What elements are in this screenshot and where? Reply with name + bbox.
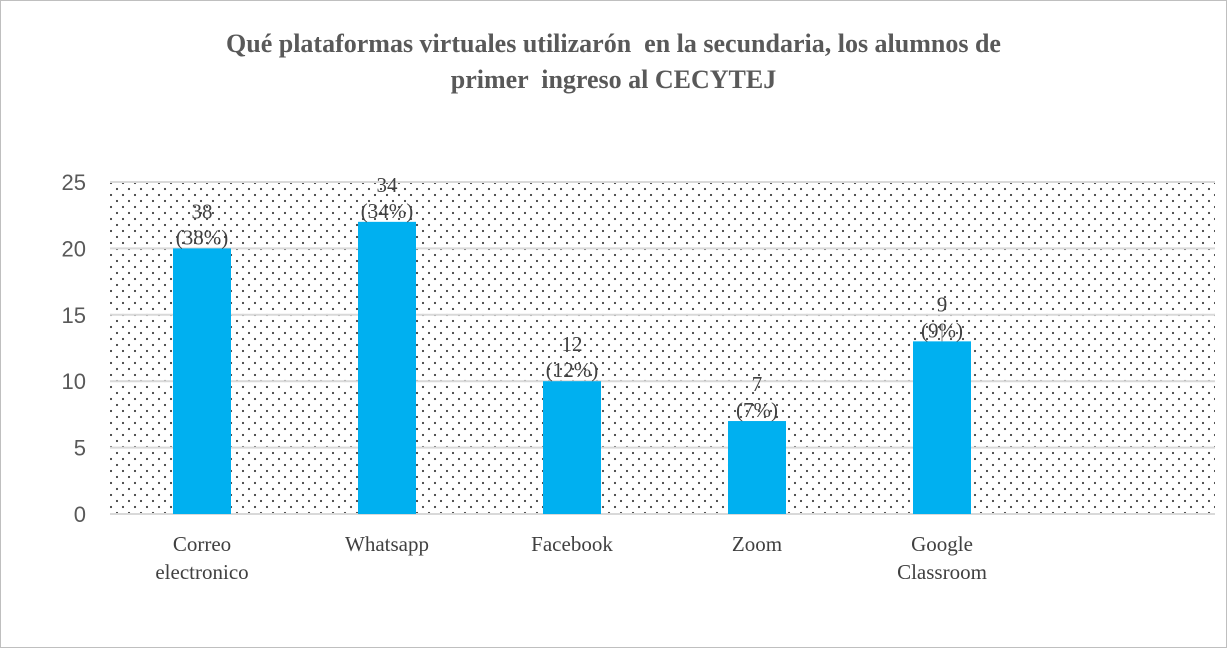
y-tick-label: 20 [62, 236, 86, 261]
data-label: 38 [192, 199, 213, 223]
category-label: Correo [173, 532, 231, 556]
bar [173, 248, 231, 514]
category-label: Zoom [732, 532, 782, 556]
chart-title: Qué plataformas virtuales utilizarón en … [100, 26, 1127, 98]
category-label: electronico [155, 560, 248, 584]
category-label: Google [911, 532, 973, 556]
y-tick-label: 0 [74, 502, 86, 527]
y-tick-label: 5 [74, 436, 86, 461]
data-label: 9 [937, 292, 948, 316]
category-label: Whatsapp [345, 532, 429, 556]
chart-title-line-2: primer ingreso al CECYTEJ [450, 65, 777, 94]
data-label: 12 [562, 332, 583, 356]
data-label: (12%) [546, 358, 598, 382]
bar [728, 421, 786, 514]
data-label: 34 [377, 173, 399, 197]
y-tick-label: 10 [62, 369, 86, 394]
category-label: Facebook [531, 532, 613, 556]
y-tick-label: 15 [62, 303, 86, 328]
category-label: Classroom [897, 560, 987, 584]
data-label: (38%) [176, 225, 228, 249]
data-label: (7%) [736, 398, 778, 422]
y-tick-label: 25 [62, 170, 86, 195]
bar [913, 341, 971, 514]
bar [543, 381, 601, 514]
data-label: (34%) [361, 199, 413, 223]
data-label: 7 [752, 372, 763, 396]
bar [358, 221, 416, 514]
plot-area [110, 182, 1215, 514]
chart-title-line-1: Qué plataformas virtuales utilizarón en … [226, 29, 1001, 58]
